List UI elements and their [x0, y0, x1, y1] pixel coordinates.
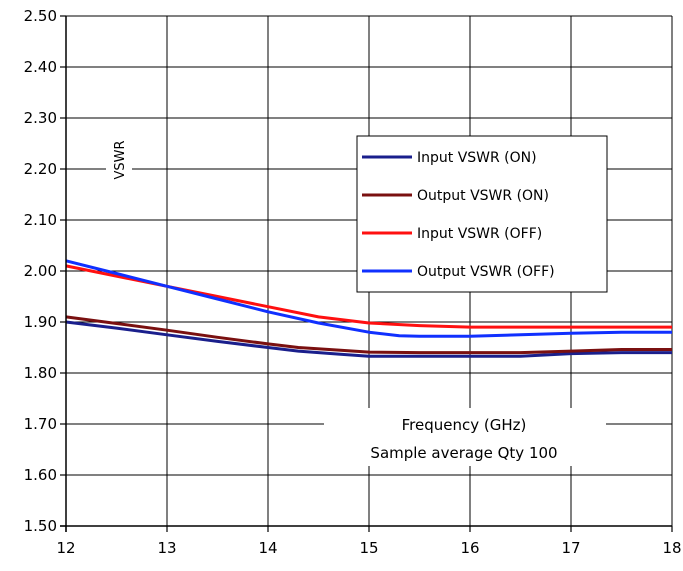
y-tick-label: 2.00 [24, 262, 57, 280]
x-tick-label: 15 [359, 539, 378, 557]
y-tick-label: 1.60 [24, 466, 57, 484]
legend: Input VSWR (ON) Output VSWR (ON) Input VSW… [357, 136, 607, 292]
x-tick-label: 18 [662, 539, 681, 557]
x-tick-label: 14 [258, 539, 277, 557]
x-tick-label: 17 [561, 539, 580, 557]
y-tick-label: 1.80 [24, 364, 57, 382]
y-tick-label: 1.90 [24, 313, 57, 331]
legend-label-1: Input VSWR (ON) [417, 150, 537, 166]
x-tick-label: 12 [56, 539, 75, 557]
y-tick-label: 2.10 [24, 211, 57, 229]
y-tick-label: 2.40 [24, 58, 57, 76]
x-axis-label: Frequency (GHz) [402, 416, 527, 434]
legend-label-4: Output VSWR (OFF) [417, 264, 555, 280]
x-tick-label: 16 [460, 539, 479, 557]
legend-label-3: Input VSWR (OFF) [417, 226, 542, 242]
y-tick-label: 2.20 [24, 160, 57, 178]
chart-annotation: Sample average Qty 100 [370, 444, 557, 462]
y-tick-label: 2.30 [24, 109, 57, 127]
legend-label-2: Output VSWR (ON) [417, 188, 549, 204]
y-axis-label: VSWR [113, 140, 128, 179]
y-tick-label: 2.50 [24, 7, 57, 25]
y-tick-label: 1.50 [24, 517, 57, 535]
x-tick-label: 13 [157, 539, 176, 557]
y-tick-label: 1.70 [24, 415, 57, 433]
